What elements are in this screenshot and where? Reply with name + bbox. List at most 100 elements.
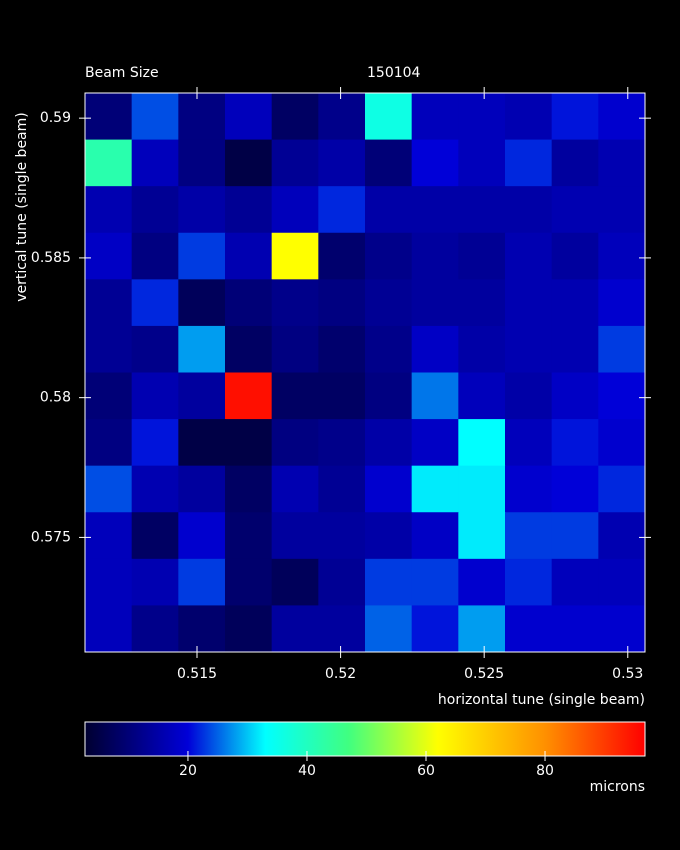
heatmap-cell bbox=[271, 605, 319, 653]
heatmap-cell bbox=[178, 419, 226, 467]
heatmap-cell bbox=[131, 465, 179, 513]
heatmap-cell bbox=[131, 232, 179, 280]
heatmap-cell bbox=[458, 372, 506, 420]
heatmap-cell bbox=[131, 419, 179, 467]
heatmap-cell bbox=[598, 186, 646, 234]
heatmap-cell bbox=[225, 605, 273, 653]
heatmap-cell bbox=[458, 93, 506, 141]
heatmap-cell bbox=[131, 558, 179, 606]
heatmap-cell bbox=[551, 325, 599, 373]
heatmap-cell bbox=[225, 419, 273, 467]
heatmap-cell bbox=[271, 232, 319, 280]
heatmap-cell bbox=[411, 465, 459, 513]
heatmap-cell bbox=[271, 93, 319, 141]
heatmap-cell bbox=[598, 139, 646, 187]
colorbar-tick-label: 40 bbox=[298, 763, 316, 779]
heatmap-cell bbox=[271, 186, 319, 234]
heatmap-cell bbox=[131, 605, 179, 653]
heatmap-cell bbox=[505, 186, 553, 234]
heatmap-cell bbox=[85, 325, 133, 373]
heatmap-cell bbox=[225, 558, 273, 606]
heatmap-cell bbox=[505, 605, 553, 653]
heatmap-cell bbox=[505, 93, 553, 141]
heatmap-cell bbox=[318, 558, 366, 606]
heatmap-cell bbox=[551, 558, 599, 606]
heatmap-cell bbox=[365, 325, 413, 373]
heatmap-cell bbox=[85, 372, 133, 420]
heatmap-cell bbox=[411, 605, 459, 653]
heatmap-cell bbox=[271, 558, 319, 606]
heatmap-cell bbox=[598, 372, 646, 420]
heatmap-cell bbox=[458, 419, 506, 467]
chart-subtitle: 150104 bbox=[367, 65, 421, 81]
heatmap-cell bbox=[458, 605, 506, 653]
heatmap-cell bbox=[178, 279, 226, 327]
heatmap-cell bbox=[411, 419, 459, 467]
heatmap-cell bbox=[551, 186, 599, 234]
colorbar-tick-label: 60 bbox=[417, 763, 435, 779]
heatmap-cell bbox=[365, 605, 413, 653]
heatmap-cell bbox=[318, 279, 366, 327]
heatmap-cell bbox=[598, 325, 646, 373]
heatmap-cell bbox=[365, 558, 413, 606]
heatmap-cell bbox=[411, 325, 459, 373]
heatmap-cell bbox=[411, 372, 459, 420]
heatmap-cell bbox=[225, 465, 273, 513]
heatmap-cell bbox=[85, 558, 133, 606]
plot-frame bbox=[84, 92, 646, 653]
heatmap-cell bbox=[85, 419, 133, 467]
heatmap-cell bbox=[131, 279, 179, 327]
x-tick-label: 0.52 bbox=[325, 666, 356, 682]
y-axis-label: vertical tune (single beam) bbox=[14, 112, 30, 302]
heatmap-cell bbox=[458, 512, 506, 560]
heatmap-cell bbox=[225, 139, 273, 187]
heatmap-cell bbox=[131, 186, 179, 234]
heatmap-cell bbox=[318, 139, 366, 187]
heatmap-cell bbox=[505, 465, 553, 513]
heatmap-cell bbox=[598, 232, 646, 280]
heatmap-cell bbox=[85, 186, 133, 234]
heatmap-cell bbox=[131, 372, 179, 420]
heatmap-cell bbox=[551, 512, 599, 560]
heatmap-cell bbox=[365, 465, 413, 513]
heatmap-cell bbox=[458, 325, 506, 373]
heatmap-cell bbox=[365, 93, 413, 141]
heatmap-cell bbox=[85, 93, 133, 141]
heatmap-cell bbox=[271, 512, 319, 560]
heatmap-cell bbox=[411, 232, 459, 280]
heatmap-cell bbox=[131, 139, 179, 187]
heatmap-cell bbox=[85, 139, 133, 187]
y-tick-label: 0.59 bbox=[40, 110, 71, 126]
heatmap-cell bbox=[178, 139, 226, 187]
heatmap-cell bbox=[318, 419, 366, 467]
heatmap-cell bbox=[178, 232, 226, 280]
heatmap-cell bbox=[365, 279, 413, 327]
heatmap-cell bbox=[225, 325, 273, 373]
heatmap-cell bbox=[505, 558, 553, 606]
heatmap-cell bbox=[85, 605, 133, 653]
heatmap-cell bbox=[551, 605, 599, 653]
heatmap-cell bbox=[365, 139, 413, 187]
heatmap-cell bbox=[318, 512, 366, 560]
x-tick-label: 0.525 bbox=[464, 666, 504, 682]
heatmap-cell bbox=[225, 372, 273, 420]
heatmap-cell bbox=[178, 325, 226, 373]
heatmap-cell bbox=[458, 558, 506, 606]
heatmap-cell bbox=[598, 465, 646, 513]
heatmap-cell bbox=[318, 605, 366, 653]
heatmap-cell bbox=[365, 372, 413, 420]
heatmap-cell bbox=[458, 279, 506, 327]
colorbar-tick-label: 20 bbox=[179, 763, 197, 779]
y-tick-label: 0.575 bbox=[31, 529, 71, 545]
heatmap-cell bbox=[318, 186, 366, 234]
heatmap-cell bbox=[225, 186, 273, 234]
heatmap-cell bbox=[131, 93, 179, 141]
heatmap-cell bbox=[598, 93, 646, 141]
heatmap-cell bbox=[551, 93, 599, 141]
heatmap-cell bbox=[551, 419, 599, 467]
heatmap-cell bbox=[85, 279, 133, 327]
heatmap-cell bbox=[178, 372, 226, 420]
heatmap-cell bbox=[178, 465, 226, 513]
heatmap-cell bbox=[551, 279, 599, 327]
heatmap-cell bbox=[178, 93, 226, 141]
